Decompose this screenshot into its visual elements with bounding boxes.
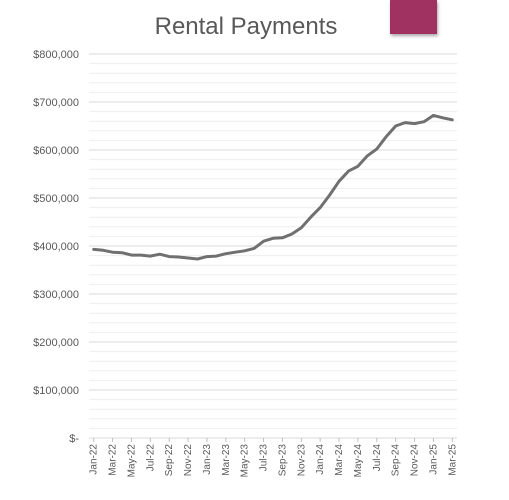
data-point <box>101 249 105 252</box>
x-tick-label: Jul-22 <box>145 444 156 472</box>
data-point <box>205 255 209 258</box>
x-tick-label: Nov-24 <box>410 444 421 477</box>
x-tick-label: Jul-23 <box>259 444 270 472</box>
data-point <box>139 253 143 257</box>
data-point <box>271 237 275 240</box>
y-tick-label: $300,000 <box>33 289 79 301</box>
data-point <box>403 121 407 124</box>
data-point <box>422 120 426 123</box>
y-tick-label: $700,000 <box>33 97 79 109</box>
data-point <box>158 252 161 256</box>
y-tick-label: $400,000 <box>33 241 79 253</box>
data-point <box>262 240 265 243</box>
x-tick-label: Jan-23 <box>202 444 213 475</box>
data-point <box>413 122 416 125</box>
x-tick-label: Jul-24 <box>372 444 383 472</box>
data-point <box>149 254 152 258</box>
data-point <box>234 251 237 254</box>
y-tick-label: $200,000 <box>33 337 79 349</box>
x-tick-label: May-22 <box>126 444 137 478</box>
x-tick-label: Jan-22 <box>89 444 100 475</box>
y-tick-label: $100,000 <box>33 385 79 397</box>
data-point <box>196 257 199 261</box>
series-layer <box>92 113 454 261</box>
y-tick-label: $800,000 <box>33 49 79 61</box>
x-tick-label: May-23 <box>240 444 251 478</box>
data-point <box>309 216 312 219</box>
y-axis-ticks: $- $100,000 $200,000 $300,000 $400,000 $500,0… <box>33 49 79 445</box>
x-tick-label: Mar-25 <box>447 444 458 476</box>
data-point <box>130 253 133 257</box>
data-point <box>337 180 341 183</box>
data-point <box>281 236 284 240</box>
data-point <box>215 254 218 258</box>
data-point <box>451 118 454 121</box>
x-tick-label: Mar-22 <box>108 444 119 476</box>
data-point <box>252 247 256 250</box>
data-point <box>356 165 360 168</box>
data-point <box>328 193 331 197</box>
y-tick-label: $600,000 <box>33 145 79 157</box>
data-point <box>92 248 95 251</box>
x-axis-ticks: Jan-22 Mar-22 May-22 Jul-22 Sep-22 Nov-22 Jan-… <box>89 438 458 478</box>
data-point <box>385 135 388 138</box>
x-tick-label: Nov-22 <box>183 444 194 477</box>
x-tick-label: Sep-23 <box>277 444 288 477</box>
chart-title: Rental Payments <box>155 13 338 40</box>
data-point <box>224 252 228 255</box>
data-point <box>243 249 246 252</box>
data-point <box>120 251 124 254</box>
data-point <box>318 206 322 209</box>
x-tick-label: Mar-24 <box>334 444 345 476</box>
data-point <box>168 255 171 258</box>
y-tick-label: $500,000 <box>33 193 79 205</box>
grid-layer <box>89 53 457 439</box>
data-point <box>290 232 294 236</box>
x-tick-label: Nov-23 <box>296 444 307 477</box>
x-tick-label: May-24 <box>353 444 364 478</box>
x-tick-label: Sep-24 <box>391 444 402 477</box>
data-point <box>375 147 378 151</box>
x-tick-label: Mar-23 <box>221 444 232 476</box>
data-point <box>347 169 350 173</box>
x-tick-label: Jan-24 <box>315 444 326 475</box>
x-tick-label: Sep-22 <box>164 444 175 477</box>
x-tick-label: Jan-25 <box>428 444 439 475</box>
y-tick-label: $- <box>69 433 79 445</box>
accent-square <box>390 0 437 34</box>
data-point <box>366 154 369 157</box>
data-point <box>432 114 435 117</box>
data-point <box>441 116 445 120</box>
data-point <box>186 256 190 260</box>
data-point <box>177 255 180 259</box>
data-point <box>111 251 114 254</box>
data-point <box>300 226 303 229</box>
data-point <box>394 124 397 128</box>
